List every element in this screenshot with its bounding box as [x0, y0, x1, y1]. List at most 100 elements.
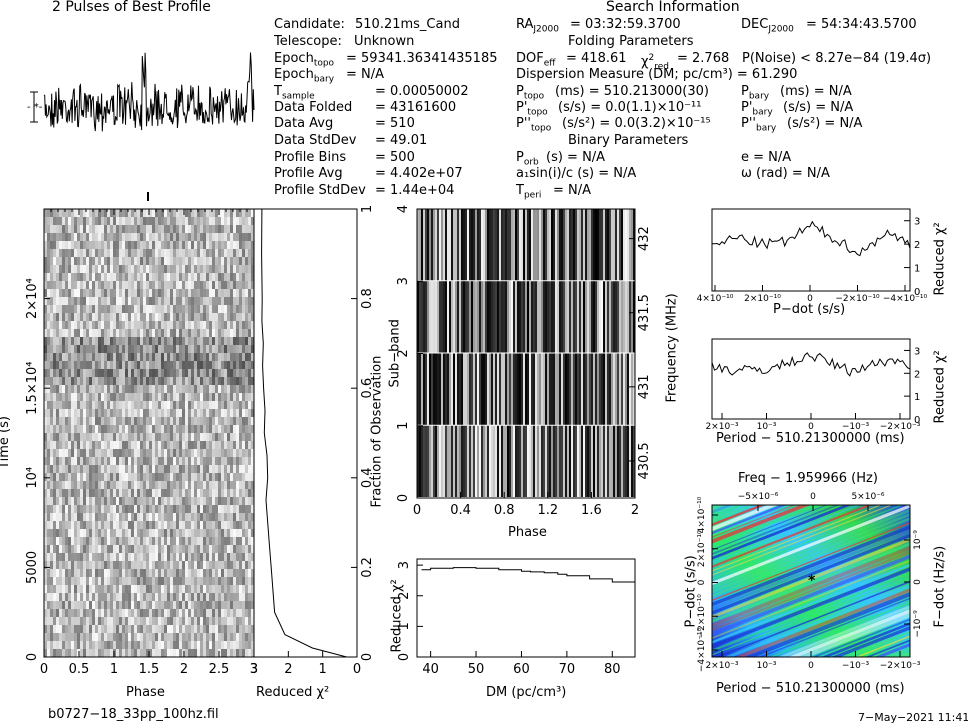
heatmap-cell: [65, 249, 69, 258]
heatmap-cell: [119, 633, 123, 642]
heatmap-cell: [86, 513, 90, 522]
heatmap-cell: [158, 305, 162, 314]
tick-label: 0.4: [450, 503, 471, 518]
heatmap-cell: [140, 249, 144, 258]
heatmap-cell: [128, 457, 132, 466]
heatmap-cell: [203, 289, 207, 298]
heatmap-cell: [215, 505, 219, 514]
heatmap-cell: [50, 337, 54, 346]
heatmap-cell: [86, 409, 90, 418]
heatmap-cell: [224, 257, 228, 266]
subband-cell: [487, 281, 490, 353]
heatmap-cell: [227, 497, 231, 506]
heatmap-cell: [212, 577, 216, 586]
heatmap-cell: [98, 393, 102, 402]
heatmap-cell: [92, 369, 96, 378]
heatmap-cell: [107, 625, 111, 634]
heatmap-cell: [245, 593, 249, 602]
heatmap-cell: [218, 361, 222, 370]
heatmap-cell: [149, 617, 153, 626]
heatmap-cell: [101, 401, 105, 410]
heatmap-cell: [233, 417, 237, 426]
heatmap-cell: [68, 313, 72, 322]
heatmap-cell: [68, 289, 72, 298]
heatmap-cell: [164, 249, 168, 258]
heatmap-cell: [194, 633, 198, 642]
subband-cell: [625, 353, 628, 425]
heatmap-cell: [56, 321, 60, 330]
heatmap-cell: [149, 609, 153, 618]
heatmap-cell: [185, 593, 189, 602]
heatmap-cell: [179, 433, 183, 442]
heatmap-cell: [146, 233, 150, 242]
heatmap-cell: [44, 625, 48, 634]
heatmap-cell: [188, 305, 192, 314]
heatmap-cell: [119, 345, 123, 354]
heatmap-cell: [164, 553, 168, 562]
heatmap-cell: [140, 345, 144, 354]
heatmap-cell: [203, 617, 207, 626]
heatmap-cell: [143, 305, 147, 314]
heatmap-cell: [86, 377, 90, 386]
time-phase-xlabel: Phase: [126, 685, 165, 700]
heatmap-cell: [233, 393, 237, 402]
heatmap-cell: [71, 337, 75, 346]
heatmap-cell: [98, 489, 102, 498]
heatmap-cell: [185, 273, 189, 282]
heatmap-cell: [188, 353, 192, 362]
heatmap-cell: [182, 593, 186, 602]
heatmap-cell: [125, 561, 129, 570]
heatmap-cell: [143, 497, 147, 506]
heatmap-cell: [71, 577, 75, 586]
subband-heatmap: [417, 209, 636, 497]
heatmap-cell: [236, 233, 240, 242]
heatmap-cell: [152, 457, 156, 466]
heatmap-cell: [203, 313, 207, 322]
heatmap-cell: [143, 257, 147, 266]
heatmap-cell: [206, 289, 210, 298]
heatmap-cell: [134, 233, 138, 242]
heatmap-cell: [212, 345, 216, 354]
heatmap-cell: [224, 369, 228, 378]
heatmap-cell: [116, 385, 120, 394]
heatmap-cell: [53, 401, 57, 410]
heatmap-cell: [110, 337, 114, 346]
subband-cell: [561, 209, 564, 281]
heatmap-cell: [227, 625, 231, 634]
heatmap-cell: [167, 633, 171, 642]
heatmap-cell: [95, 505, 99, 514]
heatmap-cell: [107, 601, 111, 610]
heatmap-cell: [152, 361, 156, 370]
heatmap-cell: [56, 329, 60, 338]
heatmap-cell: [167, 481, 171, 490]
heatmap-cell: [98, 457, 102, 466]
heatmap-cell: [95, 633, 99, 642]
heatmap-cell: [59, 233, 63, 242]
heatmap-cell: [206, 465, 210, 474]
subband-cell: [431, 425, 434, 497]
heatmap-cell: [95, 337, 99, 346]
heatmap-cell: [53, 465, 57, 474]
heatmap-cell: [98, 641, 102, 650]
heatmap-cell: [98, 345, 102, 354]
heatmap-cell: [221, 353, 225, 362]
heatmap-cell: [137, 577, 141, 586]
subband-cell: [537, 353, 540, 425]
heatmap-cell: [215, 209, 219, 218]
tick-label: 0.4: [360, 467, 375, 488]
heatmap-cell: [203, 217, 207, 226]
heatmap-cell: [167, 217, 171, 226]
subband-cell: [503, 425, 506, 497]
heatmap-cell: [95, 329, 99, 338]
heatmap-cell: [203, 609, 207, 618]
heatmap-cell: [140, 417, 144, 426]
heatmap-cell: [194, 505, 198, 514]
heatmap-cell: [185, 321, 189, 330]
heatmap-cell: [125, 369, 129, 378]
heatmap-cell: [170, 529, 174, 538]
dec-value: = 54:34:43.5700: [806, 17, 917, 32]
subband-cell: [465, 281, 468, 353]
heatmap-cell: [113, 609, 117, 618]
heatmap-cell: [143, 521, 147, 530]
heatmap-cell: [221, 377, 225, 386]
